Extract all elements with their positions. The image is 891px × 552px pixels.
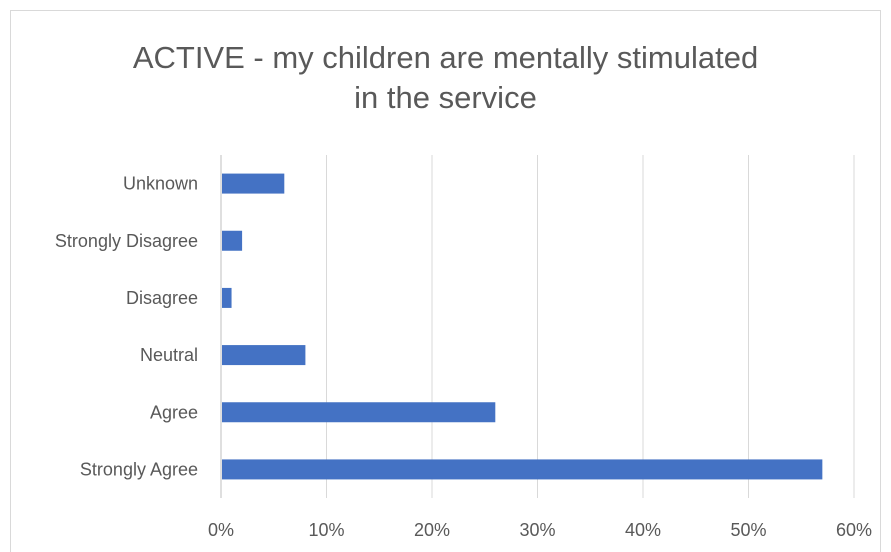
x-tick-label: 40%	[625, 520, 661, 540]
bar-strongly-agree	[222, 459, 823, 480]
x-tick-label: 50%	[730, 520, 766, 540]
x-tick-label: 10%	[308, 520, 344, 540]
category-label: Strongly Agree	[80, 459, 198, 479]
bar-unknown	[222, 173, 285, 194]
chart-title: ACTIVE - my children are mentally stimul…	[132, 40, 759, 115]
x-tick-label: 60%	[836, 520, 872, 540]
bar-disagree	[222, 287, 232, 308]
category-label: Disagree	[126, 288, 198, 308]
category-label: Unknown	[123, 174, 198, 194]
category-label: Strongly Disagree	[55, 231, 198, 251]
bar-neutral	[222, 345, 306, 366]
bar-strongly-disagree	[222, 230, 243, 251]
x-tick-label: 30%	[519, 520, 555, 540]
x-axis-ticks: 0% 10% 20% 30% 40% 50% 60%	[208, 520, 872, 540]
category-labels: Unknown Strongly Disagree Disagree Neutral A…	[55, 174, 198, 480]
x-tick-label: 0%	[208, 520, 234, 540]
x-tick-label: 20%	[414, 520, 450, 540]
category-label: Neutral	[140, 345, 198, 365]
category-label: Agree	[150, 402, 198, 422]
gridlines	[220, 155, 855, 498]
bars	[222, 173, 823, 480]
bar-agree	[222, 402, 496, 423]
